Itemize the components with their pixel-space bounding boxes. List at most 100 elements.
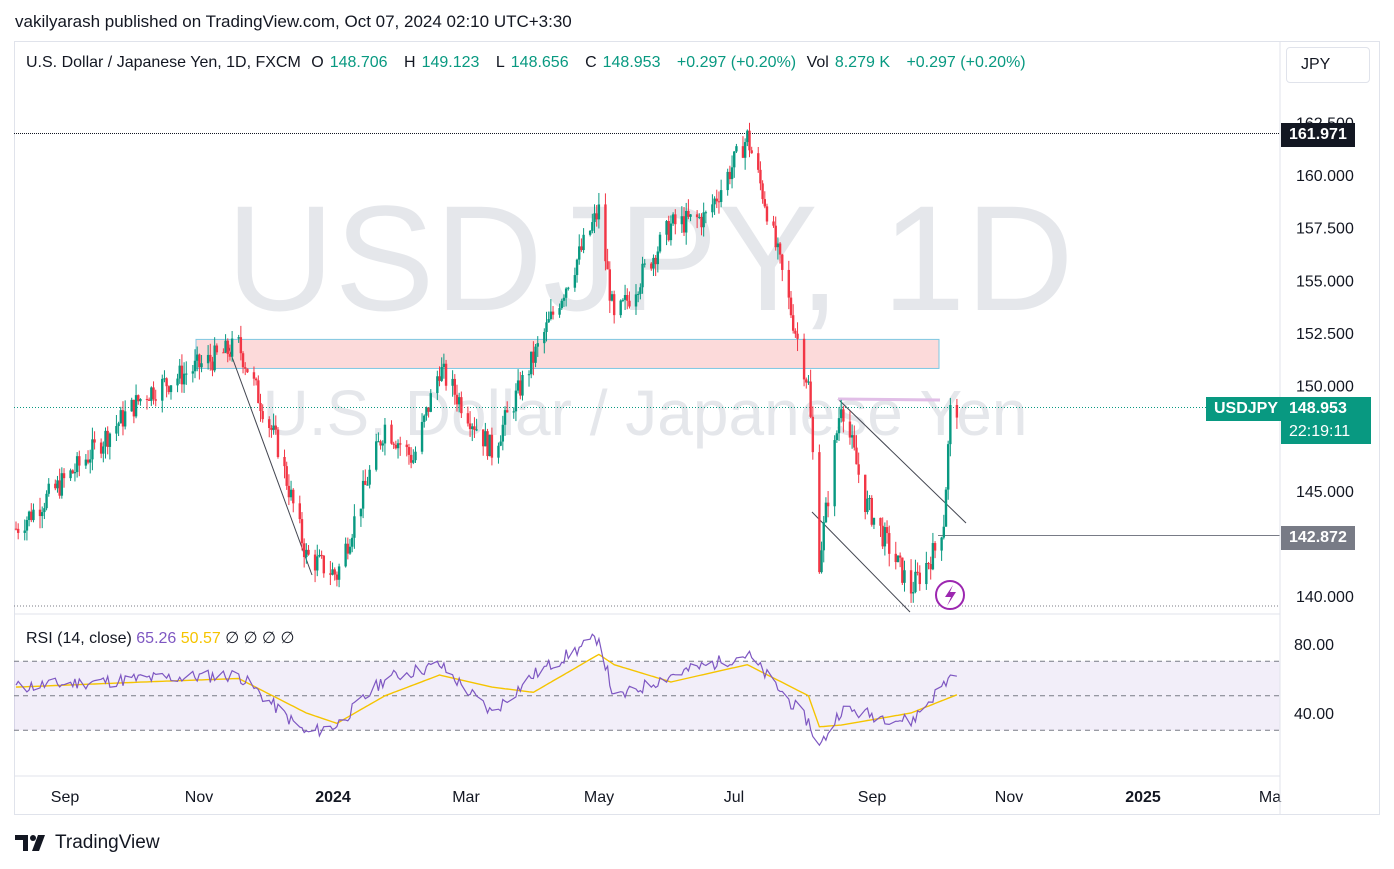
- candle: [888, 525, 891, 567]
- candle: [182, 362, 186, 393]
- candle: [516, 369, 520, 394]
- trendline[interactable]: [837, 398, 967, 524]
- candle: [423, 414, 426, 428]
- candle: [237, 334, 240, 343]
- trendline[interactable]: [227, 345, 313, 576]
- rsi-tick-label: 80.00: [1294, 637, 1334, 654]
- candle: [254, 377, 258, 386]
- rsi-line: [15, 633, 958, 747]
- candle: [682, 206, 686, 236]
- candle: [715, 189, 718, 209]
- candle: [453, 374, 456, 405]
- candle: [665, 219, 668, 246]
- candle: [25, 516, 29, 541]
- candle: [58, 468, 61, 499]
- candle: [486, 428, 489, 460]
- candle: [178, 358, 181, 384]
- candle: [414, 446, 417, 464]
- currency-button[interactable]: JPY: [1286, 47, 1370, 83]
- candle: [180, 354, 184, 393]
- candle: [466, 406, 470, 427]
- legend-symbol[interactable]: U.S. Dollar / Japanese Yen, 1D, FXCM: [26, 54, 301, 71]
- tradingview-logo[interactable]: TradingView: [15, 832, 160, 854]
- alert-lightning-icon[interactable]: [935, 580, 965, 610]
- candle: [680, 206, 684, 233]
- candle: [866, 490, 869, 515]
- candle: [228, 344, 232, 361]
- candle: [669, 215, 673, 246]
- candle: [257, 375, 260, 404]
- candle: [335, 571, 339, 587]
- trendline[interactable]: [811, 511, 911, 613]
- candle: [104, 427, 107, 459]
- candle: [626, 288, 629, 310]
- trendline[interactable]: [837, 397, 941, 402]
- candle: [580, 238, 583, 252]
- candle: [903, 560, 906, 592]
- empty-value-4: ∅: [280, 630, 295, 647]
- candle: [165, 377, 168, 398]
- candle: [835, 430, 839, 443]
- candle: [536, 336, 539, 357]
- candle: [407, 443, 411, 465]
- rsi-title[interactable]: RSI (14, close): [26, 630, 132, 647]
- candle: [733, 151, 736, 178]
- candle: [623, 284, 627, 311]
- candle: [38, 497, 42, 529]
- time-axis[interactable]: Sep Nov 2024 Mar May Jul Sep Nov 2025 Ma: [51, 789, 1281, 806]
- candle: [412, 449, 415, 465]
- candle: [671, 212, 675, 226]
- candle: [292, 488, 295, 513]
- candle: [933, 541, 937, 559]
- candle: [809, 369, 812, 418]
- candle: [71, 469, 74, 474]
- candle: [534, 344, 537, 368]
- candle: [488, 434, 491, 457]
- candle: [139, 398, 142, 406]
- candle: [761, 180, 764, 204]
- candle: [711, 194, 714, 218]
- price-tick-label: 152.500: [1296, 326, 1354, 343]
- candle: [307, 545, 310, 556]
- candle: [499, 435, 502, 447]
- candle: [191, 364, 195, 383]
- time-tick-label: Jul: [724, 789, 744, 806]
- candle: [331, 562, 334, 576]
- candle: [302, 538, 306, 568]
- candle: [501, 415, 505, 451]
- supply-zone[interactable]: [195, 338, 940, 369]
- candle: [608, 261, 611, 314]
- candle: [717, 191, 721, 214]
- candle: [532, 341, 535, 376]
- close-value: 148.953: [602, 54, 661, 71]
- candle: [582, 228, 585, 254]
- candle: [436, 370, 439, 401]
- candle: [359, 508, 363, 527]
- price-tick-label: 157.500: [1296, 221, 1354, 238]
- time-tick-label: Ma: [1259, 789, 1281, 806]
- candle: [667, 215, 670, 242]
- candle: [261, 404, 264, 423]
- candle: [606, 248, 609, 270]
- candle: [512, 407, 515, 419]
- candle: [853, 425, 856, 451]
- candle: [211, 356, 214, 377]
- candle: [824, 497, 828, 524]
- candle: [735, 143, 738, 154]
- volume-change: +0.297 (+0.20%): [906, 54, 1026, 71]
- candle: [14, 521, 18, 531]
- candle: [628, 291, 631, 309]
- candle: [396, 439, 400, 459]
- candle: [252, 366, 256, 386]
- candle: [75, 452, 79, 478]
- price-tick-label: 150.000: [1296, 379, 1354, 396]
- candle: [329, 560, 332, 586]
- candle: [361, 470, 365, 519]
- price-axis[interactable]: 162.500160.000157.500155.000152.500150.0…: [1296, 115, 1354, 606]
- candle: [848, 411, 852, 445]
- candle: [30, 503, 33, 523]
- candle: [901, 557, 904, 585]
- candle: [377, 432, 380, 443]
- candle: [807, 375, 810, 385]
